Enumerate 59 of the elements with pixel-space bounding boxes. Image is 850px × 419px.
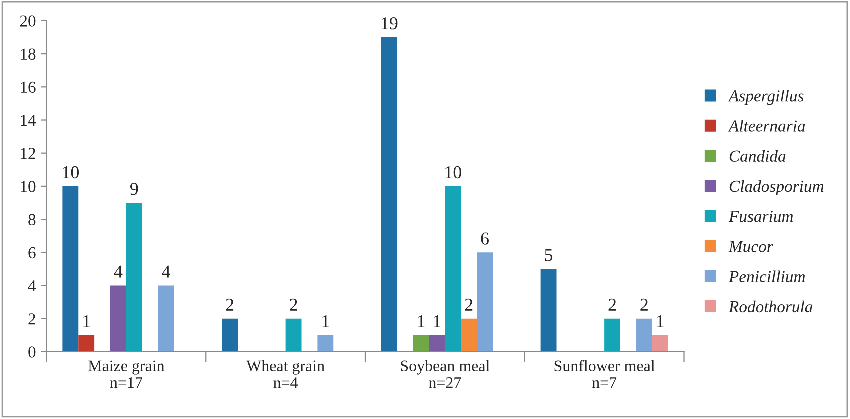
bar bbox=[636, 318, 652, 352]
y-tick-label: 10 bbox=[21, 181, 36, 192]
bar bbox=[461, 318, 478, 352]
y-tick-label: 4 bbox=[28, 280, 36, 292]
y-tick-label: 8 bbox=[28, 214, 36, 226]
legend-label: Mucor bbox=[728, 241, 774, 252]
data-label: 2 bbox=[640, 298, 648, 311]
bar bbox=[413, 335, 430, 352]
data-label: 1 bbox=[322, 315, 330, 328]
bar bbox=[78, 335, 95, 352]
data-label: 6 bbox=[481, 232, 490, 245]
legend-label: Rodothorula bbox=[728, 300, 813, 313]
legend-label: Candida bbox=[730, 150, 786, 162]
data-label: 1 bbox=[434, 315, 441, 328]
data-label: 4 bbox=[114, 266, 123, 278]
legend-label: Aspergillus bbox=[728, 90, 804, 106]
x-tick-label: Sunflower meal n=7 bbox=[554, 360, 656, 388]
data-label: 5 bbox=[545, 249, 553, 262]
data-label: 10 bbox=[63, 166, 79, 179]
data-label: 2 bbox=[465, 298, 473, 311]
legend-label: Alteernaria bbox=[728, 120, 806, 132]
y-tick-label: 14 bbox=[21, 115, 36, 126]
bar bbox=[604, 318, 620, 352]
data-label: 2 bbox=[290, 298, 298, 311]
bar bbox=[110, 286, 126, 352]
bar bbox=[222, 318, 238, 352]
data-label: 2 bbox=[608, 298, 616, 311]
data-label: 1 bbox=[84, 315, 90, 328]
y-tick-label: 6 bbox=[28, 247, 36, 259]
data-label: 2 bbox=[226, 298, 234, 311]
bar bbox=[477, 252, 493, 352]
bar bbox=[318, 335, 334, 352]
legend-label: Penicillium bbox=[728, 270, 806, 282]
y-tick-label: 20 bbox=[20, 16, 36, 27]
x-tick-label: Soybean meal n=27 bbox=[401, 360, 490, 388]
bar bbox=[158, 286, 174, 352]
x-tick-label: Maize grain n=17 bbox=[88, 360, 165, 388]
data-label: 1 bbox=[657, 315, 664, 328]
bar bbox=[540, 269, 557, 352]
data-label: 1 bbox=[418, 315, 425, 328]
data-label: 4 bbox=[162, 266, 171, 278]
bar bbox=[286, 318, 302, 352]
data-label: 9 bbox=[130, 183, 138, 196]
bar bbox=[62, 186, 79, 352]
bar bbox=[126, 203, 142, 352]
data-label: 19 bbox=[382, 18, 398, 30]
bar bbox=[381, 38, 398, 352]
data-label: 10 bbox=[446, 166, 462, 179]
y-tick-label: 18 bbox=[21, 48, 36, 60]
bar bbox=[429, 335, 446, 352]
y-tick-label: 16 bbox=[21, 82, 36, 94]
bar bbox=[445, 186, 462, 352]
legend-label: Fusarium bbox=[728, 211, 794, 222]
bar bbox=[652, 335, 668, 352]
y-tick-label: 12 bbox=[21, 148, 36, 160]
legend-label: Cladosporium bbox=[730, 180, 824, 196]
y-tick-label: 2 bbox=[28, 314, 36, 325]
x-tick-label: Wheat grain n=4 bbox=[246, 360, 325, 388]
y-tick-label: 0 bbox=[28, 346, 36, 358]
